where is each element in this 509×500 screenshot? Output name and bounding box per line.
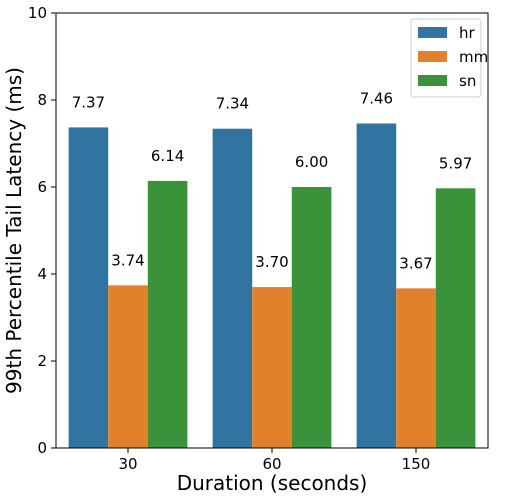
bar-hr-60	[212, 128, 253, 448]
x-axis: 30 60 150	[118, 448, 430, 473]
bar-hr-150	[356, 123, 397, 449]
x-tick-label: 60	[262, 455, 281, 473]
x-axis-label: Duration (seconds)	[177, 471, 368, 495]
bar-sn-30	[147, 180, 188, 448]
x-tick-label: 150	[402, 455, 431, 473]
bar-sn-150	[435, 188, 476, 448]
bar-mm-150	[396, 288, 436, 448]
y-tick-label: 8	[37, 91, 47, 109]
bar-sn-60	[291, 187, 332, 448]
bar-hr-30	[68, 127, 109, 448]
y-tick-label: 6	[37, 178, 47, 196]
y-tick-label: 10	[28, 4, 47, 22]
y-tick-label: 2	[37, 352, 47, 370]
data-labels-layer: 7.37 3.74 6.14 7.34 3.70 6.00 7.46 3.67 5.97	[72, 89, 473, 272]
y-axis-label: 99th Percentile Tail Latency (ms)	[2, 67, 26, 394]
legend-label-mm: mm	[459, 48, 488, 66]
data-label-hr-60: 7.34	[216, 95, 249, 113]
data-label-hr-30: 7.37	[72, 93, 105, 111]
data-label-mm-150: 3.67	[399, 254, 432, 272]
data-label-mm-60: 3.70	[255, 253, 288, 271]
y-tick-label: 4	[37, 265, 47, 283]
data-label-sn-60: 6.00	[295, 153, 328, 171]
legend-swatch-hr	[418, 27, 447, 38]
legend-label-hr: hr	[459, 24, 476, 42]
y-tick-label: 0	[37, 439, 47, 457]
legend-swatch-mm	[418, 51, 447, 62]
bar-mm-30	[108, 285, 148, 448]
legend: hr mm sn	[410, 18, 488, 98]
bar-mm-60	[252, 287, 292, 448]
legend-label-sn: sn	[459, 72, 476, 90]
legend-swatch-sn	[418, 75, 447, 86]
bars-layer	[68, 123, 476, 449]
data-label-mm-30: 3.74	[111, 251, 144, 269]
data-label-sn-30: 6.14	[151, 147, 184, 165]
data-label-sn-150: 5.97	[439, 154, 472, 172]
data-label-hr-150: 7.46	[360, 89, 393, 107]
x-tick-label: 30	[118, 455, 137, 473]
y-axis: 0 2 4 6 8 10	[28, 4, 56, 457]
